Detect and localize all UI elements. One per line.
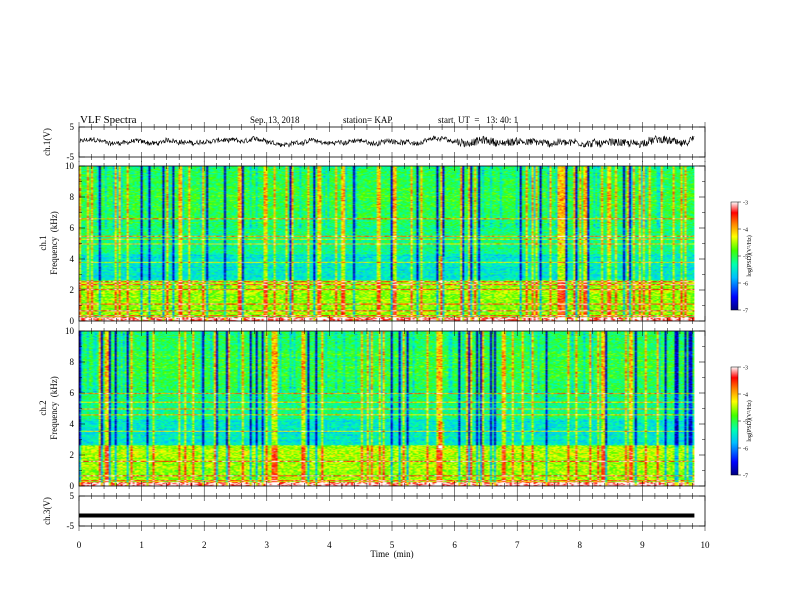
ch1-colorbar-label: log(PSD)(V²/Hz) [746,235,753,276]
ch2-colorbar-gradient [730,366,739,476]
ch1-waveform-ytick-label: 5 [70,122,75,132]
x-tick-label: 6 [452,540,457,550]
ch3-waveform-ylabel: ch.3(V) [42,497,52,525]
ch1-spectrogram-ytick-label: 0 [70,316,75,326]
x-tick-label: 10 [701,540,711,550]
x-tick-label: 1 [139,540,144,550]
x-tick-label: 4 [327,540,332,550]
x-tick-label: 2 [202,540,207,550]
ch1-spectrogram-ylabel-line1: ch.1 [38,235,48,250]
ch2-spectrogram-ytick-label: 6 [70,388,75,398]
ch1-spectrogram-ytick-label: 10 [65,161,75,171]
x-tick-label: 9 [640,540,645,550]
ch1-waveform-ylabel: ch.1(V) [42,128,52,156]
ch2-spectrogram-ytick-label: 4 [70,419,75,429]
ch2-colorbar-label: log(PSD)(V²/Hz) [746,400,753,441]
ch1-colorbar-tick-label: -3 [743,201,748,207]
ch1-colorbar-tick-label: -5 [743,255,748,261]
x-tick-label: 8 [578,540,583,550]
ch2-colorbar-tick-label: -6 [743,447,748,453]
ch1-waveform-trace [79,135,695,148]
figure-date: Sep. 13, 2018 [250,115,300,125]
ch2-spectrogram-ytick-label: 10 [65,326,75,336]
ch1-waveform-ytick-label: -5 [67,152,75,162]
x-tick-label: 3 [265,540,270,550]
ch1-spectrogram-ytick-label: 4 [70,254,75,264]
x-tick-label: 5 [390,540,395,550]
ch1-spectrogram-ytick-label: 6 [70,223,75,233]
ch2-colorbar-tick-label: -4 [743,393,748,399]
ch2-colorbar-tick-label: -5 [743,420,748,426]
ch1-colorbar-gradient [730,201,739,311]
ch3-waveform-ytick-label: 5 [70,491,75,501]
ch1-colorbar: -3 -4 -5 -6 -7 log(PSD)(V²/Hz) [730,201,753,315]
ch2-spectrogram-ylabel: ch.2 Frequency (kHz) [38,376,59,439]
ch1-spectrogram-ylabel: ch.1 Frequency (kHz) [38,211,59,274]
ch2-spectrogram-ytick-label: 0 [70,481,75,491]
x-tick-label: 7 [515,540,520,550]
ch2-spectrogram-panel [78,330,706,487]
ch2-colorbar-tick-label: -7 [743,474,748,480]
ch1-colorbar-tick-label: -7 [743,309,748,315]
x-axis-label: Time (min) [370,549,413,559]
ch1-colorbar-tick-label: -6 [743,282,748,288]
figure-title: VLF Spectra [80,114,137,126]
ch2-spectrogram-ylabel-line2: Frequency (kHz) [49,376,59,439]
ch2-colorbar: -3 -4 -5 -6 -7 log(PSD)(V²/Hz) [730,366,753,480]
ch1-spectrogram-image [79,166,695,321]
ch1-spectrogram-ylabel-line2: Frequency (kHz) [49,211,59,274]
ch2-spectrogram-ylabel-line1: ch.2 [38,400,48,415]
ch1-spectrogram-ytick-label: 8 [70,192,75,202]
ch3-waveform-ytick-label: -5 [67,521,75,531]
x-tick-label: 0 [77,540,82,550]
ch2-spectrogram-ytick-label: 2 [70,450,75,460]
figure-start-time: start UT = 13: 40: 1 [438,115,518,125]
figure-station: station= KAP [343,115,392,125]
ch1-spectrogram-ytick-label: 2 [70,285,75,295]
ch2-colorbar-tick-label: -3 [743,366,748,372]
ch2-spectrogram-ytick-label: 8 [70,357,75,367]
ch2-spectrogram-image [79,331,695,486]
ch1-colorbar-tick-label: -4 [743,228,748,234]
ch1-spectrogram-panel [78,165,706,322]
